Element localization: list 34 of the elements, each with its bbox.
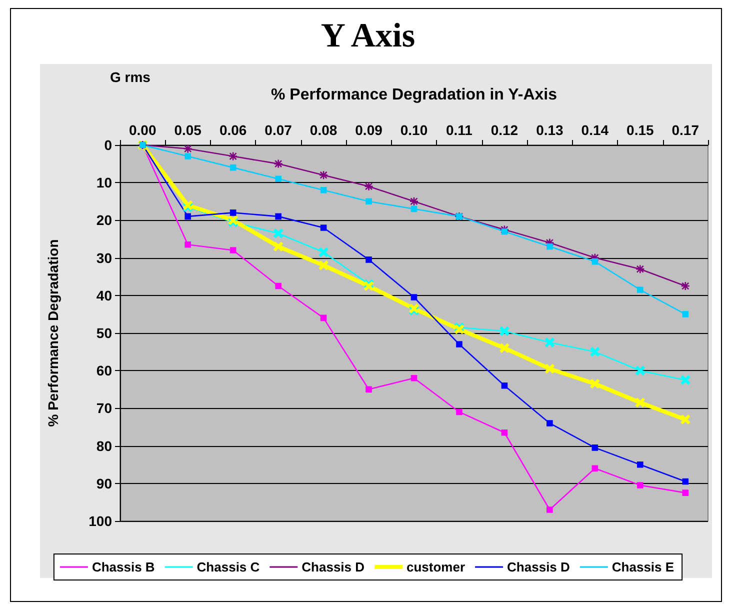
legend-label: Chassis C bbox=[196, 560, 260, 574]
x-tick-label: 0.10 bbox=[400, 122, 428, 138]
x-tick-label: 0.00 bbox=[128, 122, 156, 138]
legend-label: Chassis E bbox=[612, 560, 674, 574]
y-tick-label: 80 bbox=[96, 438, 112, 454]
y-tick-label: 0 bbox=[104, 137, 112, 153]
x-tick-label: 0.14 bbox=[581, 122, 609, 138]
y-tick-label: 40 bbox=[96, 287, 112, 304]
y-tick-label: 30 bbox=[96, 250, 112, 266]
x-tick-label: 0.07 bbox=[264, 122, 292, 138]
legend-label: Chassis D bbox=[507, 560, 570, 574]
y-axis-title: % Performance Degradation bbox=[45, 239, 61, 427]
x-tick-label: 0.12 bbox=[490, 122, 518, 138]
x-tick-label: 0.13 bbox=[536, 122, 564, 138]
x-tick-label: 0.09 bbox=[355, 122, 383, 138]
y-tick-label: 10 bbox=[96, 174, 112, 191]
legend-label: customer bbox=[406, 560, 466, 574]
x-tick-label: 0.11 bbox=[446, 122, 473, 138]
y-tick-label: 50 bbox=[96, 325, 112, 341]
legend-label: Chassis B bbox=[92, 560, 155, 574]
x-tick-label: 0.06 bbox=[219, 122, 247, 138]
x-tick-label: 0.05 bbox=[174, 122, 202, 138]
y-tick-label: 70 bbox=[96, 400, 112, 416]
chart-title: Y Axis bbox=[320, 18, 416, 54]
x-tick-label: 0.08 bbox=[310, 122, 338, 138]
text: G rms bbox=[110, 69, 151, 85]
x-tick-label: 0.17 bbox=[672, 122, 700, 138]
legend-label: Chassis D bbox=[302, 560, 365, 574]
y-tick-label: 60 bbox=[96, 362, 112, 379]
x-tick-label: 0.15 bbox=[626, 122, 654, 138]
y-tick-label: 20 bbox=[96, 212, 112, 228]
x-axis-title: % Performance Degradation in Y-Axis bbox=[270, 86, 558, 104]
y-tick-label: 100 bbox=[88, 513, 112, 529]
y-tick-label: 90 bbox=[96, 475, 112, 492]
